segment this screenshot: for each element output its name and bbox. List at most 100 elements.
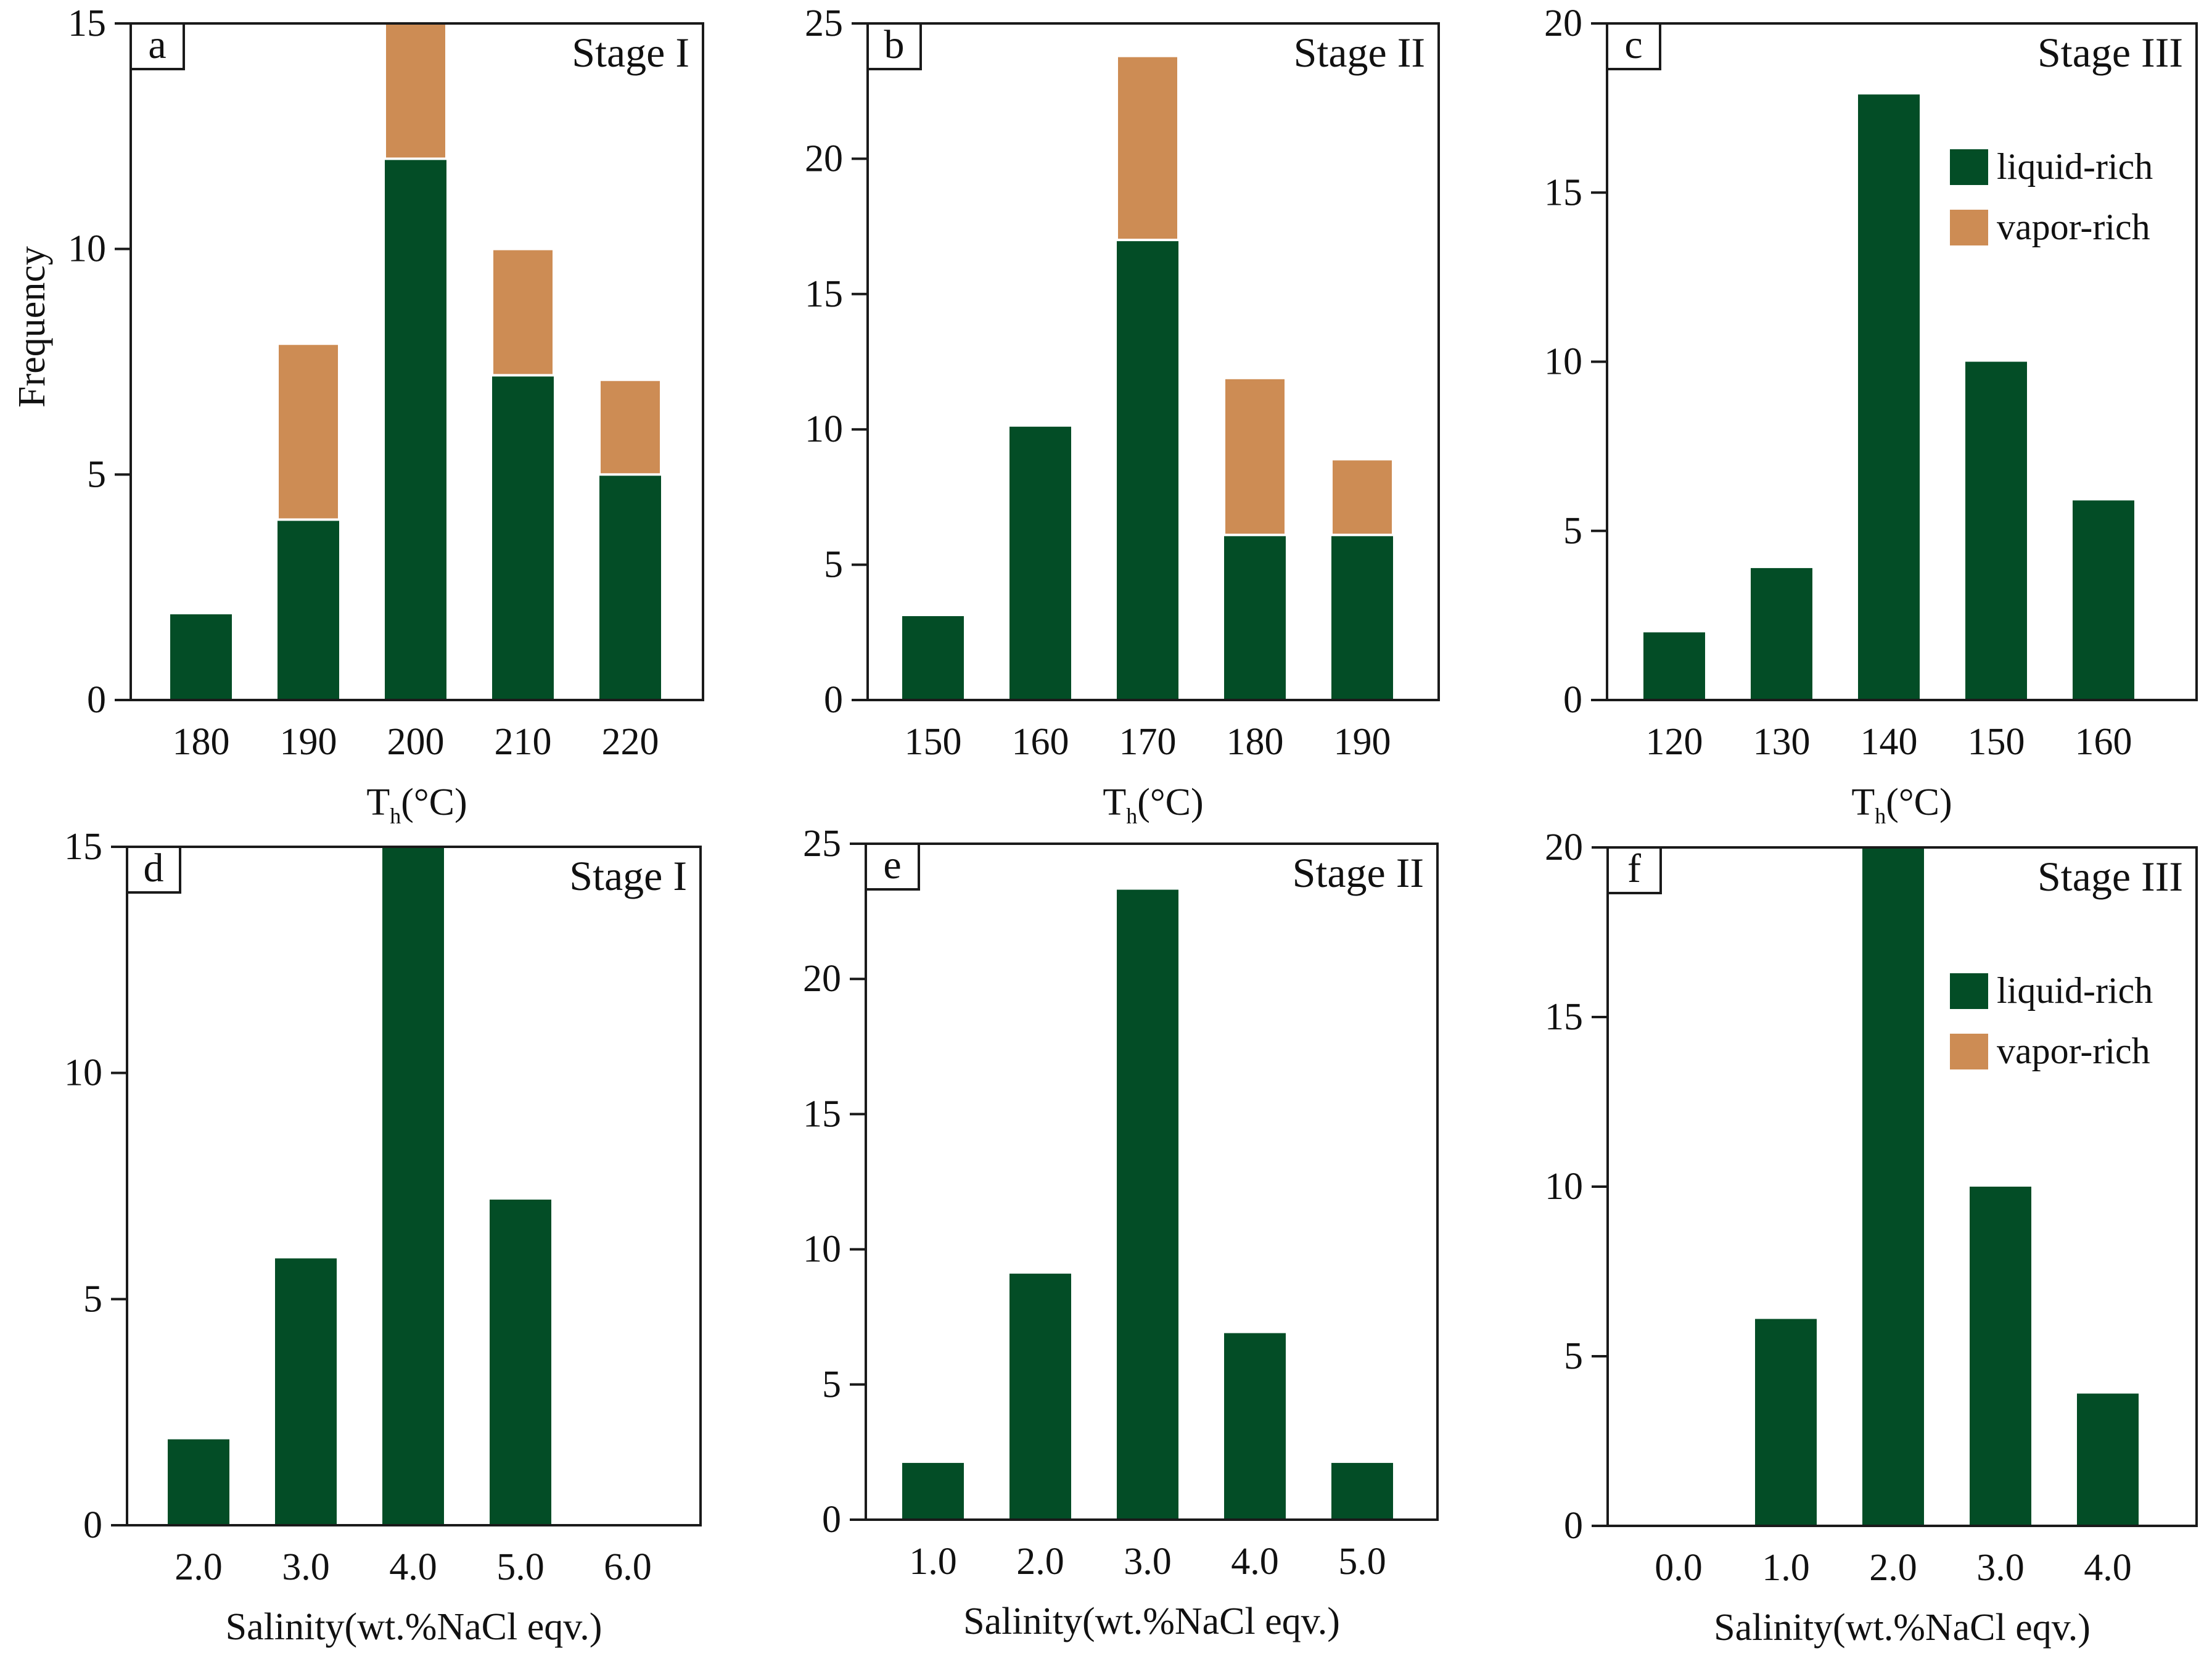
- bar-d-liquid-5.0: [490, 1200, 551, 1525]
- legend-label-liquid-f: liquid-rich: [1997, 970, 2153, 1011]
- x-axis-title-d: Salinity(wt.%NaCl eqv.): [226, 1606, 602, 1648]
- legend-label-vapor-f: vapor-rich: [1997, 1031, 2150, 1071]
- bar-f-liquid-4.0: [2077, 1393, 2139, 1526]
- x-tick-label-d-5.0: 5.0: [496, 1546, 545, 1588]
- x-tick-label-f-1.0: 1.0: [1762, 1547, 1810, 1589]
- y-tick-label-b-5: 5: [824, 544, 843, 586]
- x-axis-title-main: T: [1851, 781, 1875, 823]
- bar-f-liquid-1.0: [1755, 1319, 1817, 1526]
- x-tick-label-b-150: 150: [905, 721, 962, 763]
- x-tick-label-e-3.0: 3.0: [1124, 1541, 1172, 1583]
- x-tick-label-f-2.0: 2.0: [1869, 1547, 1917, 1589]
- x-axis-title-b: Th(°C): [1103, 781, 1203, 828]
- stage-title-b: Stage II: [1294, 29, 1425, 76]
- x-tick-label-e-2.0: 2.0: [1016, 1541, 1064, 1583]
- x-tick-label-e-4.0: 4.0: [1231, 1541, 1279, 1583]
- y-tick-label-f-5: 5: [1564, 1335, 1583, 1377]
- y-tick-label-a-15: 15: [68, 2, 106, 44]
- x-tick-label-f-3.0: 3.0: [1976, 1547, 2025, 1589]
- panel-e: 1.0 2.0 3.0 4.0 5.0 0 5 10 15 20 25 e Stage II Salini…: [803, 823, 1439, 1642]
- x-tick-label-b-160: 160: [1012, 721, 1069, 763]
- bar-e-liquid-1.0: [902, 1462, 964, 1520]
- y-tick-label-e-0: 0: [822, 1499, 841, 1541]
- legend-swatch-vapor-f: [1950, 1034, 1988, 1069]
- bar-b-liquid-190: [1331, 535, 1393, 700]
- bar-c-liquid-140: [1858, 94, 1920, 700]
- legend-label-vapor-c: vapor-rich: [1997, 207, 2150, 247]
- bar-f-liquid-2.0: [1862, 847, 1924, 1526]
- bar-b-liquid-170: [1117, 240, 1178, 700]
- stage-title-a: Stage I: [572, 29, 689, 76]
- panel-d: 2.0 3.0 4.0 5.0 6.0 0 5 10 15 d Stage I Salinity(wt…: [64, 826, 702, 1648]
- x-tick-label-f-0.0: 0.0: [1655, 1547, 1703, 1589]
- x-axis-title-a: Th(°C): [366, 781, 467, 828]
- bar-e-liquid-3.0: [1117, 889, 1178, 1520]
- y-tick-label-c-5: 5: [1563, 510, 1582, 552]
- x-tick-label-f-4.0: 4.0: [2084, 1547, 2132, 1589]
- bar-b-vapor-190: [1330, 458, 1394, 537]
- x-tick-label-d-2.0: 2.0: [175, 1546, 223, 1588]
- x-axis-title-f: Salinity(wt.%NaCl eqv.): [1714, 1607, 2091, 1649]
- y-tick-label-c-0: 0: [1563, 679, 1582, 721]
- y-tick-label-b-20: 20: [805, 138, 843, 179]
- bar-a-liquid-190: [278, 519, 339, 700]
- bar-b-liquid-160: [1009, 426, 1071, 700]
- y-tick-label-c-20: 20: [1544, 2, 1582, 44]
- panel-letter-b: b: [884, 22, 905, 67]
- y-tick-label-e-5: 5: [822, 1364, 841, 1406]
- y-tick-label-e-25: 25: [803, 823, 841, 865]
- y-tick-label-a-10: 10: [68, 228, 106, 270]
- x-tick-label-c-120: 120: [1646, 721, 1703, 763]
- panel-c: 120 130 140 150 160 0 5 10 15 20 c Stage III Th(°C) l…: [1544, 2, 2198, 828]
- x-axis-title-subscript: h: [1126, 804, 1137, 828]
- x-axis-title-e: Salinity(wt.%NaCl eqv.): [963, 1600, 1340, 1642]
- legend-label-liquid-c: liquid-rich: [1997, 146, 2153, 187]
- x-tick-label-d-6.0: 6.0: [604, 1546, 652, 1588]
- y-tick-label-b-25: 25: [805, 2, 843, 44]
- y-tick-label-a-5: 5: [87, 453, 106, 495]
- x-tick-label-b-180: 180: [1227, 721, 1284, 763]
- bar-c-liquid-120: [1643, 632, 1705, 700]
- x-tick-label-a-190: 190: [280, 721, 337, 763]
- x-axis-title-unit: (°C): [1137, 781, 1203, 823]
- x-tick-label-a-180: 180: [173, 721, 230, 763]
- bar-d-liquid-2.0: [168, 1439, 229, 1525]
- y-tick-label-c-15: 15: [1544, 171, 1582, 213]
- y-tick-label-e-15: 15: [803, 1093, 841, 1135]
- y-tick-label-d-10: 10: [64, 1052, 102, 1094]
- y-tick-label-f-10: 10: [1545, 1166, 1583, 1208]
- x-tick-label-a-210: 210: [495, 721, 552, 763]
- panel-letter-box-c: [1606, 22, 1661, 70]
- x-tick-label-d-4.0: 4.0: [389, 1546, 437, 1588]
- y-tick-label-d-15: 15: [64, 826, 102, 868]
- bar-a-vapor-190: [276, 342, 340, 521]
- y-tick-label-e-20: 20: [803, 958, 841, 1000]
- y-tick-label-f-15: 15: [1545, 996, 1583, 1038]
- x-tick-label-c-130: 130: [1753, 721, 1811, 763]
- bar-c-liquid-160: [2073, 500, 2134, 700]
- bar-e-liquid-5.0: [1331, 1462, 1393, 1520]
- bar-a-vapor-200: [384, 22, 448, 160]
- bar-a-vapor-220: [598, 378, 662, 476]
- y-tick-label-d-0: 0: [83, 1504, 102, 1546]
- plot-frame-b: [866, 22, 1440, 701]
- bar-b-vapor-180: [1223, 376, 1287, 537]
- plot-frame-a: [130, 22, 704, 701]
- legend-swatch-liquid-c: [1950, 149, 1988, 185]
- bar-c-liquid-150: [1965, 361, 2027, 700]
- panel-letter-box-f: [1606, 846, 1662, 894]
- y-tick-label-e-10: 10: [803, 1229, 841, 1271]
- y-tick-label-b-10: 10: [805, 408, 843, 450]
- x-tick-label-c-160: 160: [2075, 721, 2132, 763]
- y-tick-label-c-10: 10: [1544, 341, 1582, 383]
- x-tick-label-d-3.0: 3.0: [282, 1546, 330, 1588]
- bar-e-liquid-2.0: [1009, 1274, 1071, 1520]
- bar-b-liquid-150: [902, 616, 964, 700]
- panel-letter-box-d: [126, 846, 181, 894]
- panel-a: 180 190 200 210 220 0 5 10 15 a Stage I Th(°C): [68, 2, 704, 828]
- x-tick-label-c-150: 150: [1968, 721, 2025, 763]
- panel-letter-box-b: [866, 22, 922, 70]
- panel-letter-box-a: [130, 22, 185, 70]
